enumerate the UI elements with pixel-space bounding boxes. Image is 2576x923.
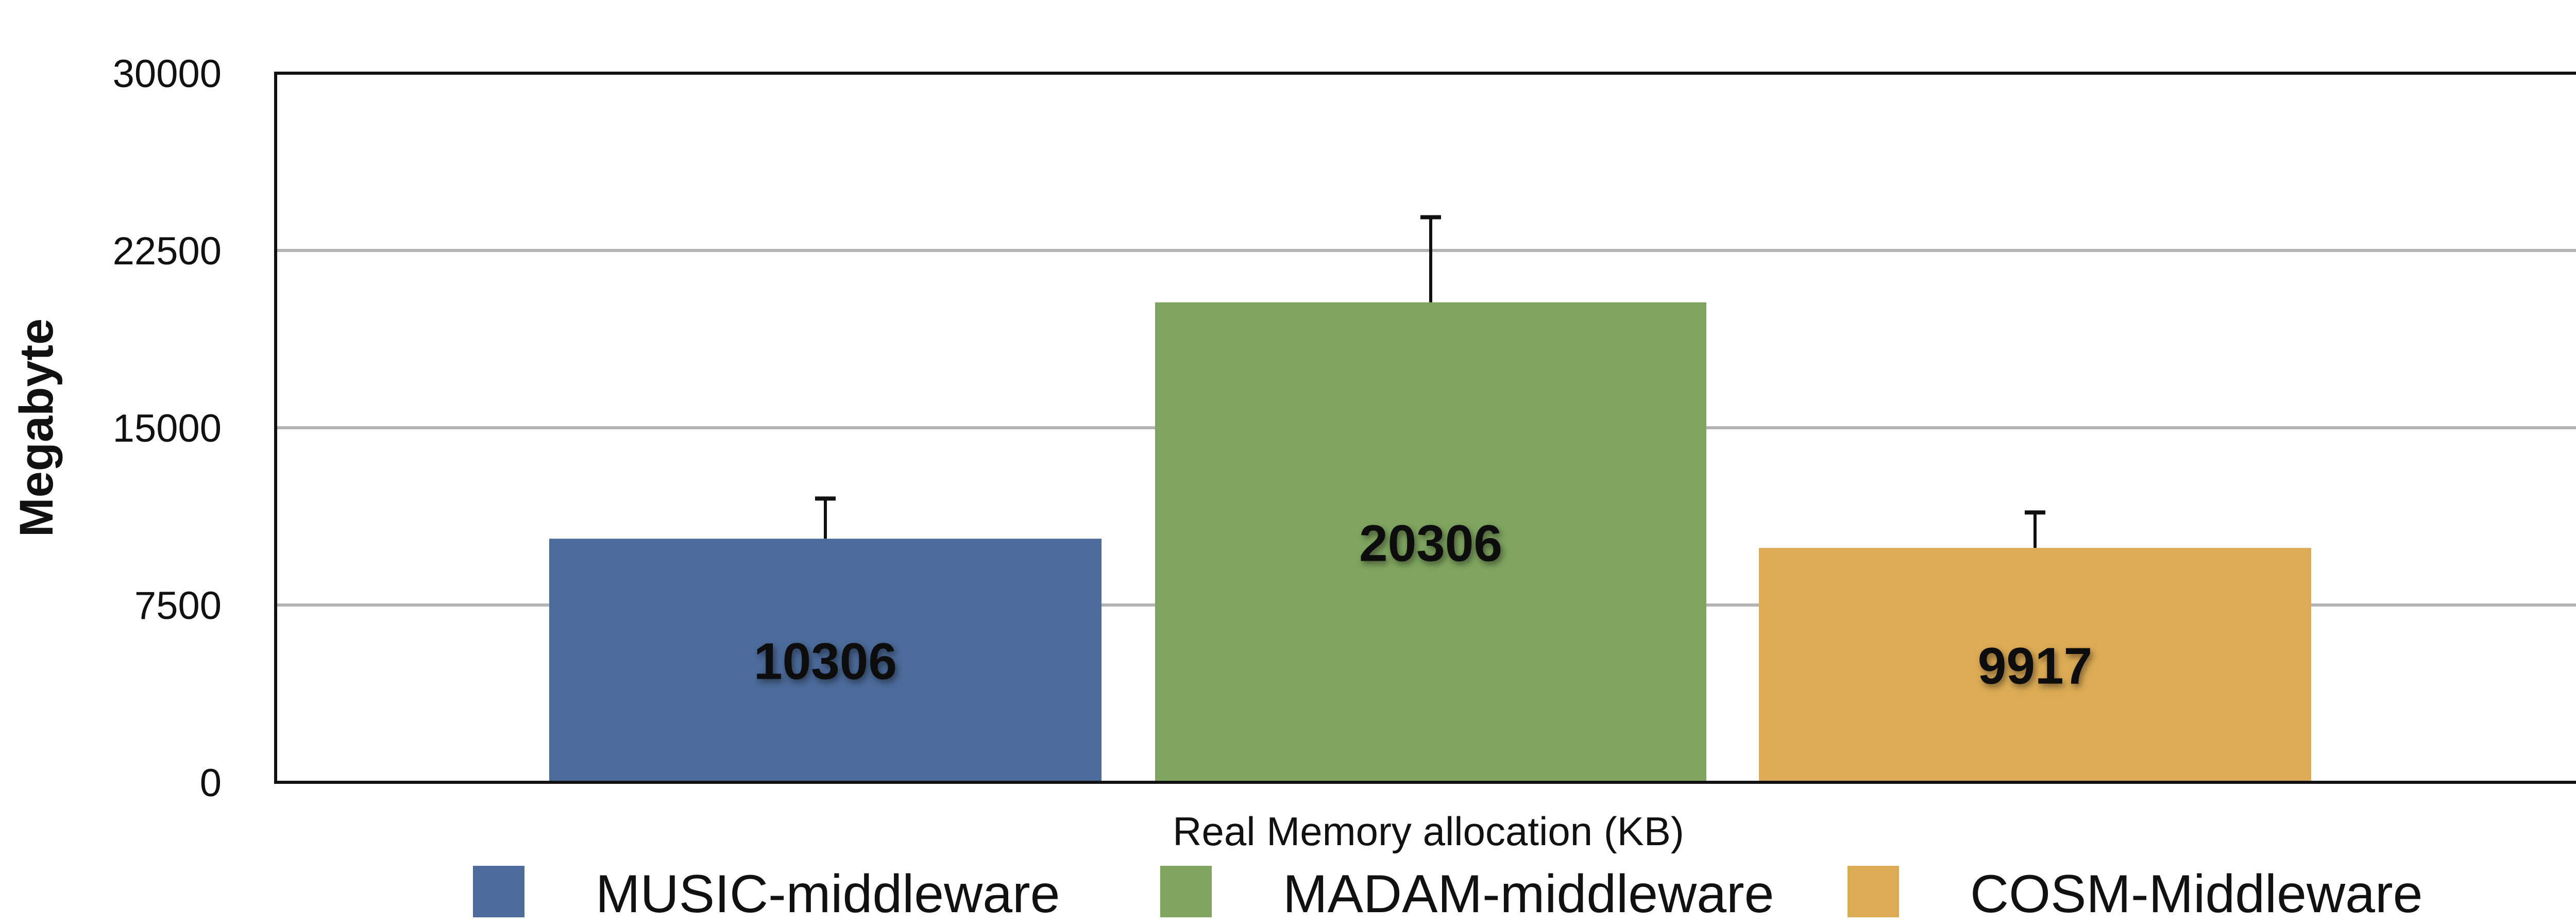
data-labels: 10306 20306 9917 — [754, 514, 2092, 695]
legend: MUSIC-middleware MADAM-middleware COSM-Mid… — [473, 864, 2422, 923]
data-label: 10306 — [754, 633, 897, 691]
bar-music-middleware — [549, 539, 1101, 782]
y-tick-label: 7500 — [134, 584, 222, 628]
y-tick-label: 22500 — [113, 229, 222, 273]
bar-cosm-middleware — [1759, 548, 2311, 782]
error-bars — [815, 215, 2045, 548]
bar-madam-middleware — [1155, 302, 1706, 782]
plot-frame — [274, 72, 2576, 784]
legend-label: COSM-Middleware — [1970, 864, 2422, 923]
legend-swatch — [1160, 866, 1212, 917]
y-tick-label: 30000 — [113, 52, 222, 96]
legend-label: MUSIC-middleware — [596, 864, 1060, 923]
legend-label: MADAM-middleware — [1283, 864, 1774, 923]
legend-item-music-middleware: MUSIC-middleware — [473, 864, 1060, 923]
x-axis-label: Real Memory allocation (KB) — [1173, 809, 1684, 854]
bars — [549, 302, 2311, 782]
data-label: 20306 — [1359, 514, 1502, 572]
data-label: 9917 — [1978, 637, 2092, 695]
y-tick-label: 15000 — [113, 407, 222, 450]
y-axis-label: Megabyte — [10, 318, 63, 537]
legend-item-madam-middleware: MADAM-middleware — [1160, 864, 1774, 923]
y-tick-label: 0 — [200, 761, 222, 805]
legend-swatch — [1848, 866, 1899, 917]
legend-swatch — [473, 866, 524, 917]
legend-item-cosm-middleware: COSM-Middleware — [1848, 864, 2422, 923]
y-tick-labels: 0 7500 15000 22500 30000 — [113, 52, 222, 805]
